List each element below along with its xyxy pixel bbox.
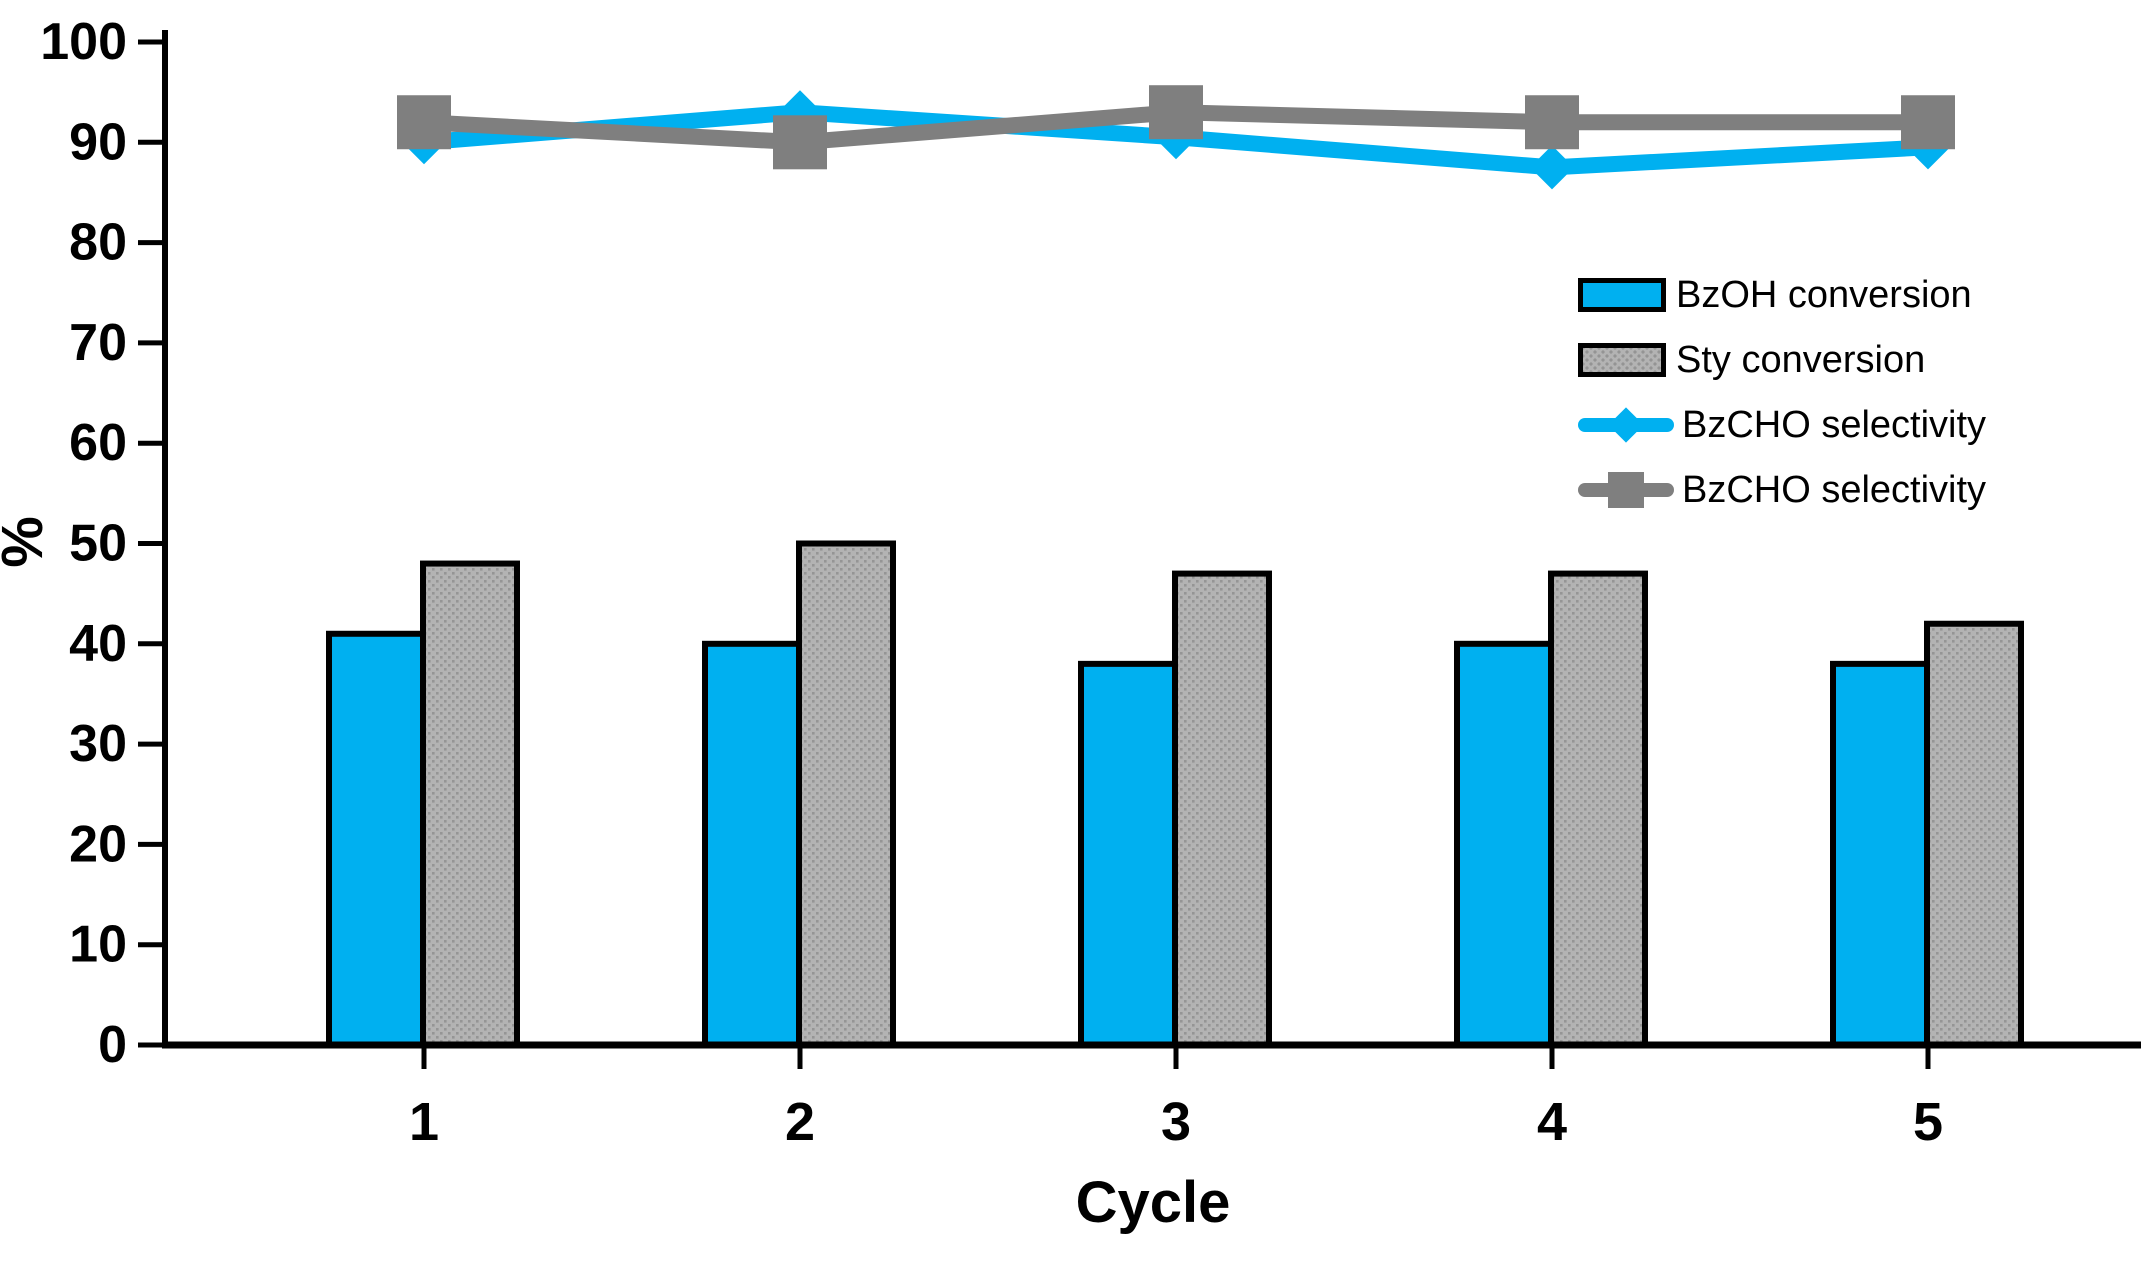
marker-diamond-cycle-2 [778,90,822,135]
y-tick-label-80: 80 [69,214,127,272]
legend-item-bzcho-selectivity-blue: BzCHO selectivity [1578,392,1986,457]
legend-swatch-gray-line [1578,467,1674,513]
y-axis-title: % [0,516,55,568]
bar-bzoh-conversion-cycle-2 [702,640,802,1048]
bar-sty-conversion-cycle-3 [1172,570,1272,1049]
marker-square-cycle-4 [1525,95,1579,150]
bar-sty-conversion-cycle-4 [1548,570,1648,1049]
bar-sty-conversion-cycle-1 [420,560,520,1048]
x-axis-title: Cycle [1076,1170,1231,1235]
x-tick-label-1: 1 [409,1092,439,1152]
legend-item-bzoh-conversion: BzOH conversion [1578,262,1986,327]
axes-layer [138,30,2141,1069]
y-tick-label-70: 70 [69,314,127,372]
legend-label-bzcho-selectivity-gray: BzCHO selectivity [1682,468,1987,511]
x-tick-label-3: 3 [1161,1092,1191,1152]
legend: BzOH conversion Sty conversion BzCHO sel… [1578,262,1986,522]
legend-swatch-blue-bar [1578,277,1666,312]
bars-layer [326,540,2024,1049]
marker-square-cycle-5 [1901,95,1955,150]
x-tick-label-5: 5 [1913,1092,1943,1152]
marker-square-cycle-3 [1149,85,1203,140]
bar-sty-conversion-cycle-5 [1924,620,2024,1048]
marker-square-cycle-1 [397,95,451,150]
y-tick-label-10: 10 [69,916,127,974]
y-tick-label-100: 100 [40,13,127,71]
x-tick-label-4: 4 [1537,1092,1567,1152]
y-tick-label-0: 0 [98,1016,127,1074]
legend-swatch-gray-bar [1578,342,1666,377]
legend-label-bzoh-conversion: BzOH conversion [1676,273,1972,316]
marker-diamond-cycle-4 [1530,145,1574,190]
x-tick-label-2: 2 [785,1092,815,1152]
y-tick-label-20: 20 [69,815,127,873]
y-tick-label-50: 50 [69,515,127,573]
bar-bzoh-conversion-cycle-5 [1830,660,1930,1048]
y-tick-label-30: 30 [69,715,127,773]
legend-item-sty-conversion: Sty conversion [1578,327,1986,392]
legend-swatch-blue-line [1578,402,1674,448]
lines-layer [397,85,1955,190]
y-tick-label-40: 40 [69,615,127,673]
diamond-marker-icon [1608,406,1644,443]
y-tick-label-60: 60 [69,414,127,472]
y-tick-label-90: 90 [69,113,127,171]
bar-bzoh-conversion-cycle-1 [326,630,426,1049]
square-marker-icon [1608,471,1644,508]
axis-text-layer: 0 10 20 30 40 50 60 70 80 90 100 1 2 3 4 5 Cycle% [0,13,1943,1235]
legend-item-bzcho-selectivity-gray: BzCHO selectivity [1578,457,1986,522]
bar-bzoh-conversion-cycle-3 [1078,660,1178,1048]
bar-sty-conversion-cycle-2 [796,540,896,1048]
legend-label-bzcho-selectivity-blue: BzCHO selectivity [1682,403,1987,446]
legend-label-sty-conversion: Sty conversion [1676,338,1926,381]
marker-square-cycle-2 [773,115,827,170]
bar-bzoh-conversion-cycle-4 [1454,640,1554,1048]
